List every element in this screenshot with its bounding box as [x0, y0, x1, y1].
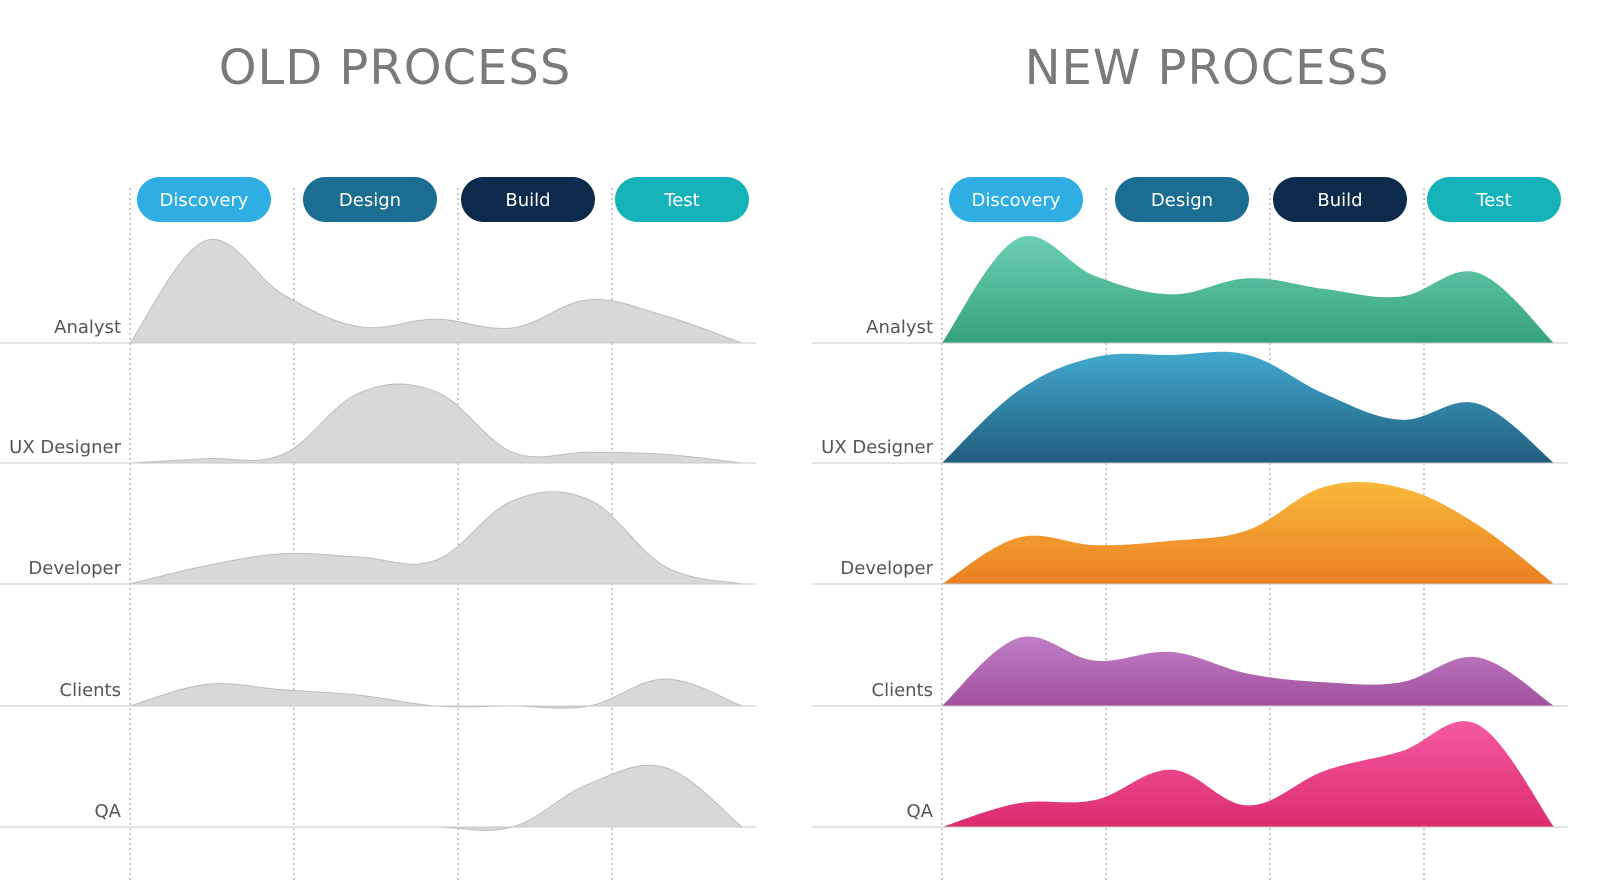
phase-label: Discovery [160, 190, 249, 211]
role-label-clients: Clients [60, 680, 122, 701]
role-label-qa: QA [95, 801, 122, 822]
new-process-panel: NEW PROCESS Discovery Design Build Test Anal… [812, 0, 1600, 895]
phase-pill-bg [137, 177, 271, 222]
phase-pill-test: Test [1427, 177, 1561, 222]
role-label-ux-designer: UX Designer [9, 437, 121, 458]
phase-label: Build [1317, 190, 1362, 211]
phase-pill-discovery: Discovery [137, 177, 271, 222]
role-label-developer: Developer [28, 558, 121, 579]
phase-pill-build: Build [1273, 177, 1407, 222]
phase-label: Test [663, 190, 699, 211]
phase-pill-bg [949, 177, 1083, 222]
role-label-analyst: Analyst [866, 317, 933, 338]
area-qa [130, 764, 744, 831]
phase-pill-bg [461, 177, 595, 222]
phase-pill-build: Build [461, 177, 595, 222]
area-ux-designer [942, 351, 1554, 463]
new-process-title: NEW PROCESS [1024, 40, 1390, 96]
new-process-chart: Discovery Design Build Test Analyst UX Design… [812, 177, 1568, 880]
phase-pill-bg [1427, 177, 1561, 222]
phase-label: Build [505, 190, 550, 211]
area-developer [942, 481, 1554, 584]
phase-label: Discovery [972, 190, 1061, 211]
area-analyst [129, 238, 743, 344]
area-ux-designer [129, 383, 743, 464]
phase-pill-design: Design [303, 177, 437, 222]
phase-pill-test: Test [615, 177, 749, 222]
area-analyst [942, 235, 1554, 343]
phase-pill-discovery: Discovery [949, 177, 1083, 222]
role-label-ux-designer: UX Designer [821, 437, 933, 458]
old-process-chart: Discovery Design Build Test Analyst UX Design… [0, 177, 756, 880]
old-process-title: OLD PROCESS [218, 40, 572, 96]
old-process-panel: OLD PROCESS Discovery Design Build Test Anal… [0, 0, 790, 895]
area-qa [942, 721, 1554, 827]
area-clients [942, 636, 1554, 706]
phase-pill-bg [1115, 177, 1249, 222]
phase-pill-bg [615, 177, 749, 222]
role-label-qa: QA [907, 801, 934, 822]
area-clients [129, 678, 743, 709]
phase-pill-design: Design [1115, 177, 1249, 222]
role-label-analyst: Analyst [54, 317, 121, 338]
area-developer [129, 491, 743, 585]
phase-pill-bg [303, 177, 437, 222]
role-label-clients: Clients [872, 680, 934, 701]
phase-label: Test [1475, 190, 1511, 211]
role-label-developer: Developer [840, 558, 933, 579]
phase-label: Design [1151, 190, 1213, 211]
phase-label: Design [339, 190, 401, 211]
phase-pill-bg [1273, 177, 1407, 222]
